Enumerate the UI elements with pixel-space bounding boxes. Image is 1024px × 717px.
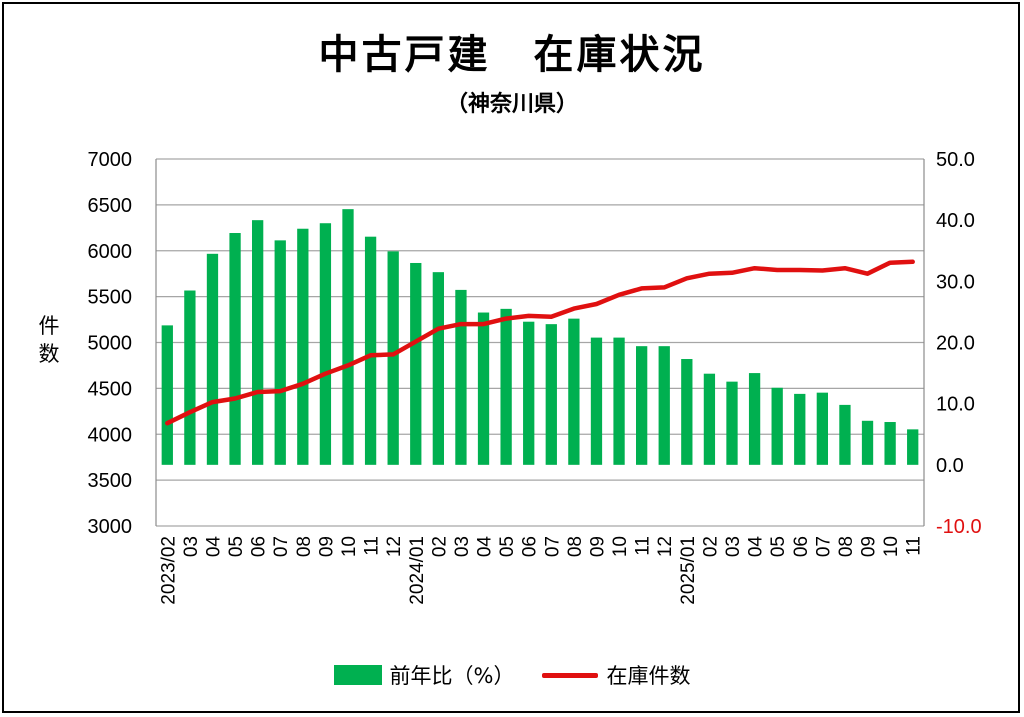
x-tick-label: 02 <box>429 536 450 557</box>
bar <box>297 228 309 465</box>
bar <box>432 272 444 465</box>
legend: 前年比（%） 在庫件数 <box>0 658 1024 692</box>
x-tick-label: 06 <box>249 536 270 557</box>
left-tick-label: 7000 <box>88 149 133 171</box>
legend-item-bar: 前年比（%） <box>333 660 515 690</box>
bar <box>477 312 490 465</box>
legend-line-label: 在庫件数 <box>606 664 691 688</box>
x-tick-label: 2024/01 <box>407 536 428 605</box>
bar <box>274 240 286 465</box>
right-tick-label: 40.0 <box>936 210 975 232</box>
bar <box>161 325 173 465</box>
bar <box>229 233 241 465</box>
right-tick-label: 10.0 <box>936 394 975 416</box>
left-tick-label: 5500 <box>88 287 133 309</box>
right-tick-label: 50.0 <box>936 149 975 171</box>
bar <box>319 223 332 465</box>
x-tick-label: 07 <box>813 536 834 557</box>
x-tick-label: 11 <box>362 536 383 556</box>
bar <box>500 308 512 465</box>
x-tick-label: 11 <box>904 536 925 556</box>
bar <box>523 321 535 465</box>
x-tick-label: 07 <box>542 536 563 557</box>
bar <box>410 262 422 465</box>
legend-bar-label: 前年比（%） <box>389 664 515 688</box>
bar <box>455 289 467 465</box>
x-tick-label: 04 <box>475 536 496 558</box>
left-tick-label: 5000 <box>88 333 133 355</box>
x-tick-label: 10 <box>881 536 902 557</box>
bar <box>681 359 693 465</box>
chart-title: 中古戸建 在庫状況 <box>318 32 706 78</box>
x-tick-label: 05 <box>226 536 247 557</box>
bar <box>206 253 219 465</box>
chart-subtitle: （神奈川県） <box>445 92 578 117</box>
x-tick-label: 06 <box>791 536 812 557</box>
left-tick-label: 3500 <box>88 470 133 492</box>
bar <box>342 209 354 465</box>
bar <box>252 220 264 465</box>
bar <box>794 393 806 465</box>
bar <box>184 290 196 465</box>
x-tick-label: 02 <box>700 536 721 557</box>
x-tick-label: 07 <box>271 536 292 557</box>
x-tick-label: 10 <box>339 536 360 557</box>
x-tick-label: 10 <box>610 536 631 557</box>
bar <box>658 346 670 465</box>
bar <box>771 387 783 465</box>
left-tick-label: 4500 <box>88 378 133 400</box>
right-tick-label: 0.0 <box>936 455 964 477</box>
x-tick-label: 04 <box>746 536 767 558</box>
bar <box>364 236 377 465</box>
x-tick-label: 04 <box>203 536 224 558</box>
bar <box>816 392 828 465</box>
bar <box>726 381 738 465</box>
legend-line-swatch <box>542 672 599 678</box>
bar <box>703 373 716 465</box>
bar <box>387 251 399 465</box>
left-tick-label: 6000 <box>88 241 133 263</box>
x-tick-label: 03 <box>452 536 473 557</box>
x-tick-label: 08 <box>565 536 586 557</box>
bar <box>748 373 761 465</box>
x-tick-label: 08 <box>836 536 857 557</box>
left-tick-label: 6500 <box>88 195 133 217</box>
right-tick-label: -10.0 <box>936 516 982 538</box>
legend-bar-swatch <box>333 665 382 685</box>
x-tick-label: 09 <box>316 536 337 557</box>
x-tick-label: 03 <box>723 536 744 557</box>
x-tick-label: 08 <box>294 536 315 557</box>
bar <box>568 318 580 465</box>
x-tick-label: 06 <box>520 536 541 557</box>
x-tick-label: 05 <box>768 536 789 557</box>
right-tick-label: 30.0 <box>936 271 975 293</box>
bar <box>907 429 919 465</box>
x-tick-label: 2023/02 <box>158 536 179 605</box>
x-tick-label: 2025/01 <box>678 536 699 605</box>
left-tick-label: 3000 <box>88 516 133 538</box>
x-tick-label: 09 <box>587 536 608 557</box>
bar <box>861 420 874 465</box>
x-tick-label: 03 <box>181 536 202 557</box>
x-tick-label: 12 <box>655 536 676 557</box>
bar <box>545 324 557 465</box>
legend-item-line: 在庫件数 <box>542 660 690 690</box>
x-tick-label: 11 <box>633 536 654 556</box>
left-axis-label: 件数 <box>38 314 60 366</box>
bar <box>884 422 896 465</box>
x-tick-label: 05 <box>497 536 518 557</box>
left-tick-label: 4000 <box>88 424 133 446</box>
inventory-line <box>165 259 915 426</box>
right-tick-label: 20.0 <box>936 333 975 355</box>
x-tick-label: 12 <box>384 536 405 557</box>
bar <box>590 337 603 465</box>
bar <box>839 404 851 465</box>
bar <box>613 337 625 465</box>
x-tick-label: 09 <box>859 536 880 557</box>
bar <box>636 346 648 465</box>
